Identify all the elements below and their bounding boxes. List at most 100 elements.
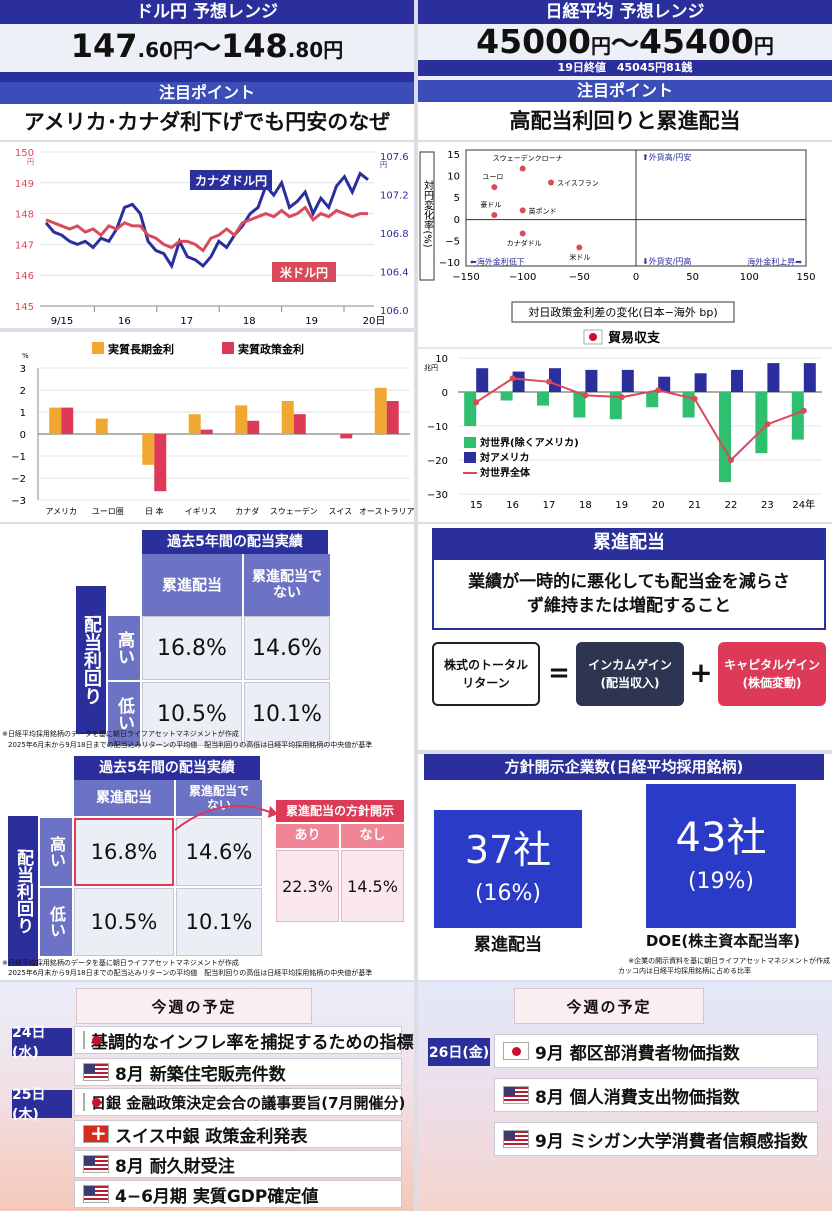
category-label: 日 本 <box>145 506 164 516</box>
swiss-flag-icon <box>83 1121 109 1145</box>
category-label: 19 <box>615 500 628 511</box>
range-low-int: 147 <box>70 27 138 65</box>
usdjpy-header: ドル円 予想レンジ <box>0 0 414 24</box>
policy-yes-value: 22.3% <box>276 850 339 922</box>
scatter-point <box>519 207 526 214</box>
legend-label-0: 実質長期金利 <box>108 342 174 356</box>
legend-swatch-0 <box>92 342 104 354</box>
progressive-explain-panel: 累進配当 業績が一時的に悪化しても配当金を減らさず維持または増配すること 株式の… <box>418 524 832 750</box>
bar-0 <box>719 392 731 483</box>
scatter-label: ユーロ <box>482 173 503 181</box>
row-label-yield: 配当利回り <box>76 586 106 734</box>
left-tick-label: 147 <box>15 240 34 251</box>
total-point <box>618 394 625 401</box>
y-tick-label: −2 <box>11 474 26 485</box>
policy-yes-header: あり <box>276 824 339 848</box>
total-point <box>546 378 552 385</box>
cell-high-progressive: 16.8% <box>142 616 242 680</box>
bar-0 <box>791 392 804 440</box>
legend-swatch-1 <box>222 342 234 354</box>
bar-1 <box>621 369 634 392</box>
scatter-point <box>548 179 554 186</box>
dividend-note-1: ※日経平均採用銘柄のデータを基に朝日ライフアセットマネジメントが作成 <box>2 730 239 738</box>
d2-row-high: 高い <box>40 818 72 886</box>
income-gain-box: インカムゲイン(配当収入) <box>576 642 684 706</box>
right-tick-label: 106.4 <box>380 268 409 279</box>
bar-1 <box>767 363 780 392</box>
category-label: 23 <box>761 500 774 511</box>
right-tick-label: 107.6 <box>380 152 409 163</box>
bar-1 <box>512 371 525 392</box>
legend-label-1: 対アメリカ <box>479 451 530 464</box>
bar-1 <box>803 363 816 392</box>
y-tick-label: 15 <box>447 150 460 161</box>
japan-flag-icon <box>503 1042 529 1060</box>
policy-no-value: 14.5% <box>341 850 404 922</box>
y-tick-label: −10 <box>439 258 460 269</box>
right-tick-label: 106.0 <box>380 306 409 317</box>
usdjpy-range: 147.60円〜148.80円 <box>0 24 414 68</box>
scatter-panel: 15 10 5 0 −5 −10 −150 −100 −50 0 50 100 150 対円変化率(%) 対… <box>418 142 832 328</box>
scatter-point <box>576 244 583 251</box>
total-point <box>728 457 734 463</box>
japan-flag-icon <box>83 1093 101 1111</box>
scatter-point <box>519 165 526 172</box>
range-low-dec: .60 <box>137 38 173 62</box>
bar-1 <box>731 369 743 392</box>
y-axis-label: 対円変化率(%) <box>422 179 434 248</box>
right-tick-label: 107.2 <box>380 191 409 202</box>
y-tick-label: −3 <box>11 496 26 507</box>
schedule-event-text: 8月 新築住宅販売件数 <box>115 1064 286 1085</box>
y-tick-label: 0 <box>20 430 26 441</box>
schedule-event-text: 9月 都区部消費者物価指数 <box>535 1043 740 1064</box>
total-line <box>475 377 805 462</box>
category-label: オーストラリア <box>359 507 414 516</box>
companies-note-2: カッコ内は日経平均採用銘柄に占める比率 <box>618 967 751 975</box>
bar-0 <box>609 392 622 420</box>
dividend-table-panel: 過去5年間の配当実績 累進配当 累進配当でない 配当利回り 高い 低い 16.8… <box>0 524 414 754</box>
bar-1 <box>200 429 213 434</box>
legend-swatch-1 <box>464 452 476 463</box>
total-point <box>509 375 516 382</box>
legend-label-1: 実質政策金利 <box>238 342 304 356</box>
x-axis-label: 対日政策金利差の変化(日本−海外 bp) <box>528 305 717 319</box>
total-point <box>800 407 807 414</box>
range-tilde: 〜 <box>192 31 221 64</box>
schedule-event-text: 日銀 金融政策決定会合の議事要旨(7月開催分) <box>91 1093 406 1112</box>
explain-desc: 業績が一時的に悪化しても配当金を減らさず維持または増配すること <box>432 558 826 630</box>
real-rates-bar-chart: % 3 2 1 0 −1 −2 −3 アメリカ ユーロ圏 日 本 イギリス カナダ スウェーデン スイス オー… <box>11 342 414 516</box>
schedule-event-text: 8月 耐久財受注 <box>115 1156 235 1177</box>
equals-sign: = <box>548 658 570 688</box>
scatter-label: スイスフラン <box>557 179 599 187</box>
japan-flag-icon <box>83 1031 101 1049</box>
jp-flag-dot <box>589 333 597 341</box>
scatter-label: 豪ドル <box>480 200 501 209</box>
doe-count-box: 43社 (19%) <box>646 784 796 928</box>
legend-label-2: 対世界全体 <box>479 466 531 479</box>
day-25: 25日(木) <box>12 1087 72 1123</box>
annotation-top-right: ⬆外貨高/円安 <box>642 152 691 162</box>
scatter-point <box>491 211 498 218</box>
d2-cell-12: 14.6% <box>176 818 262 886</box>
category-label: 17 <box>543 500 556 511</box>
bar-1 <box>476 368 489 392</box>
progressive-count-box: 37社 (16%) <box>434 810 582 928</box>
bar-0 <box>235 405 248 434</box>
d2-cell-22: 10.1% <box>176 888 262 956</box>
d2-cell-21: 10.5% <box>74 888 174 956</box>
total-return-box: 株式のトータルリターン <box>432 642 540 706</box>
doe-count: 43社 <box>675 815 767 861</box>
y-tick-label: 10 <box>435 354 448 365</box>
total-point <box>655 387 662 394</box>
schedule1-title: 今週の予定 <box>76 988 312 1024</box>
usdjpy-point-header: 注目ポイント <box>0 82 414 104</box>
col-header-progressive: 累進配当 <box>142 554 242 616</box>
schedule-event-text: 8月 個人消費支出物価指数 <box>535 1087 740 1108</box>
category-label: スウェーデン <box>270 506 318 516</box>
bar-1 <box>585 369 598 392</box>
progressive-pct: (16%) <box>474 881 542 906</box>
trade-title: 貿易収支 <box>608 330 661 346</box>
x-tick-label: 0 <box>633 272 639 283</box>
schedule-event-text: 9月 ミシガン大学消費者信頼感指数 <box>535 1131 808 1152</box>
